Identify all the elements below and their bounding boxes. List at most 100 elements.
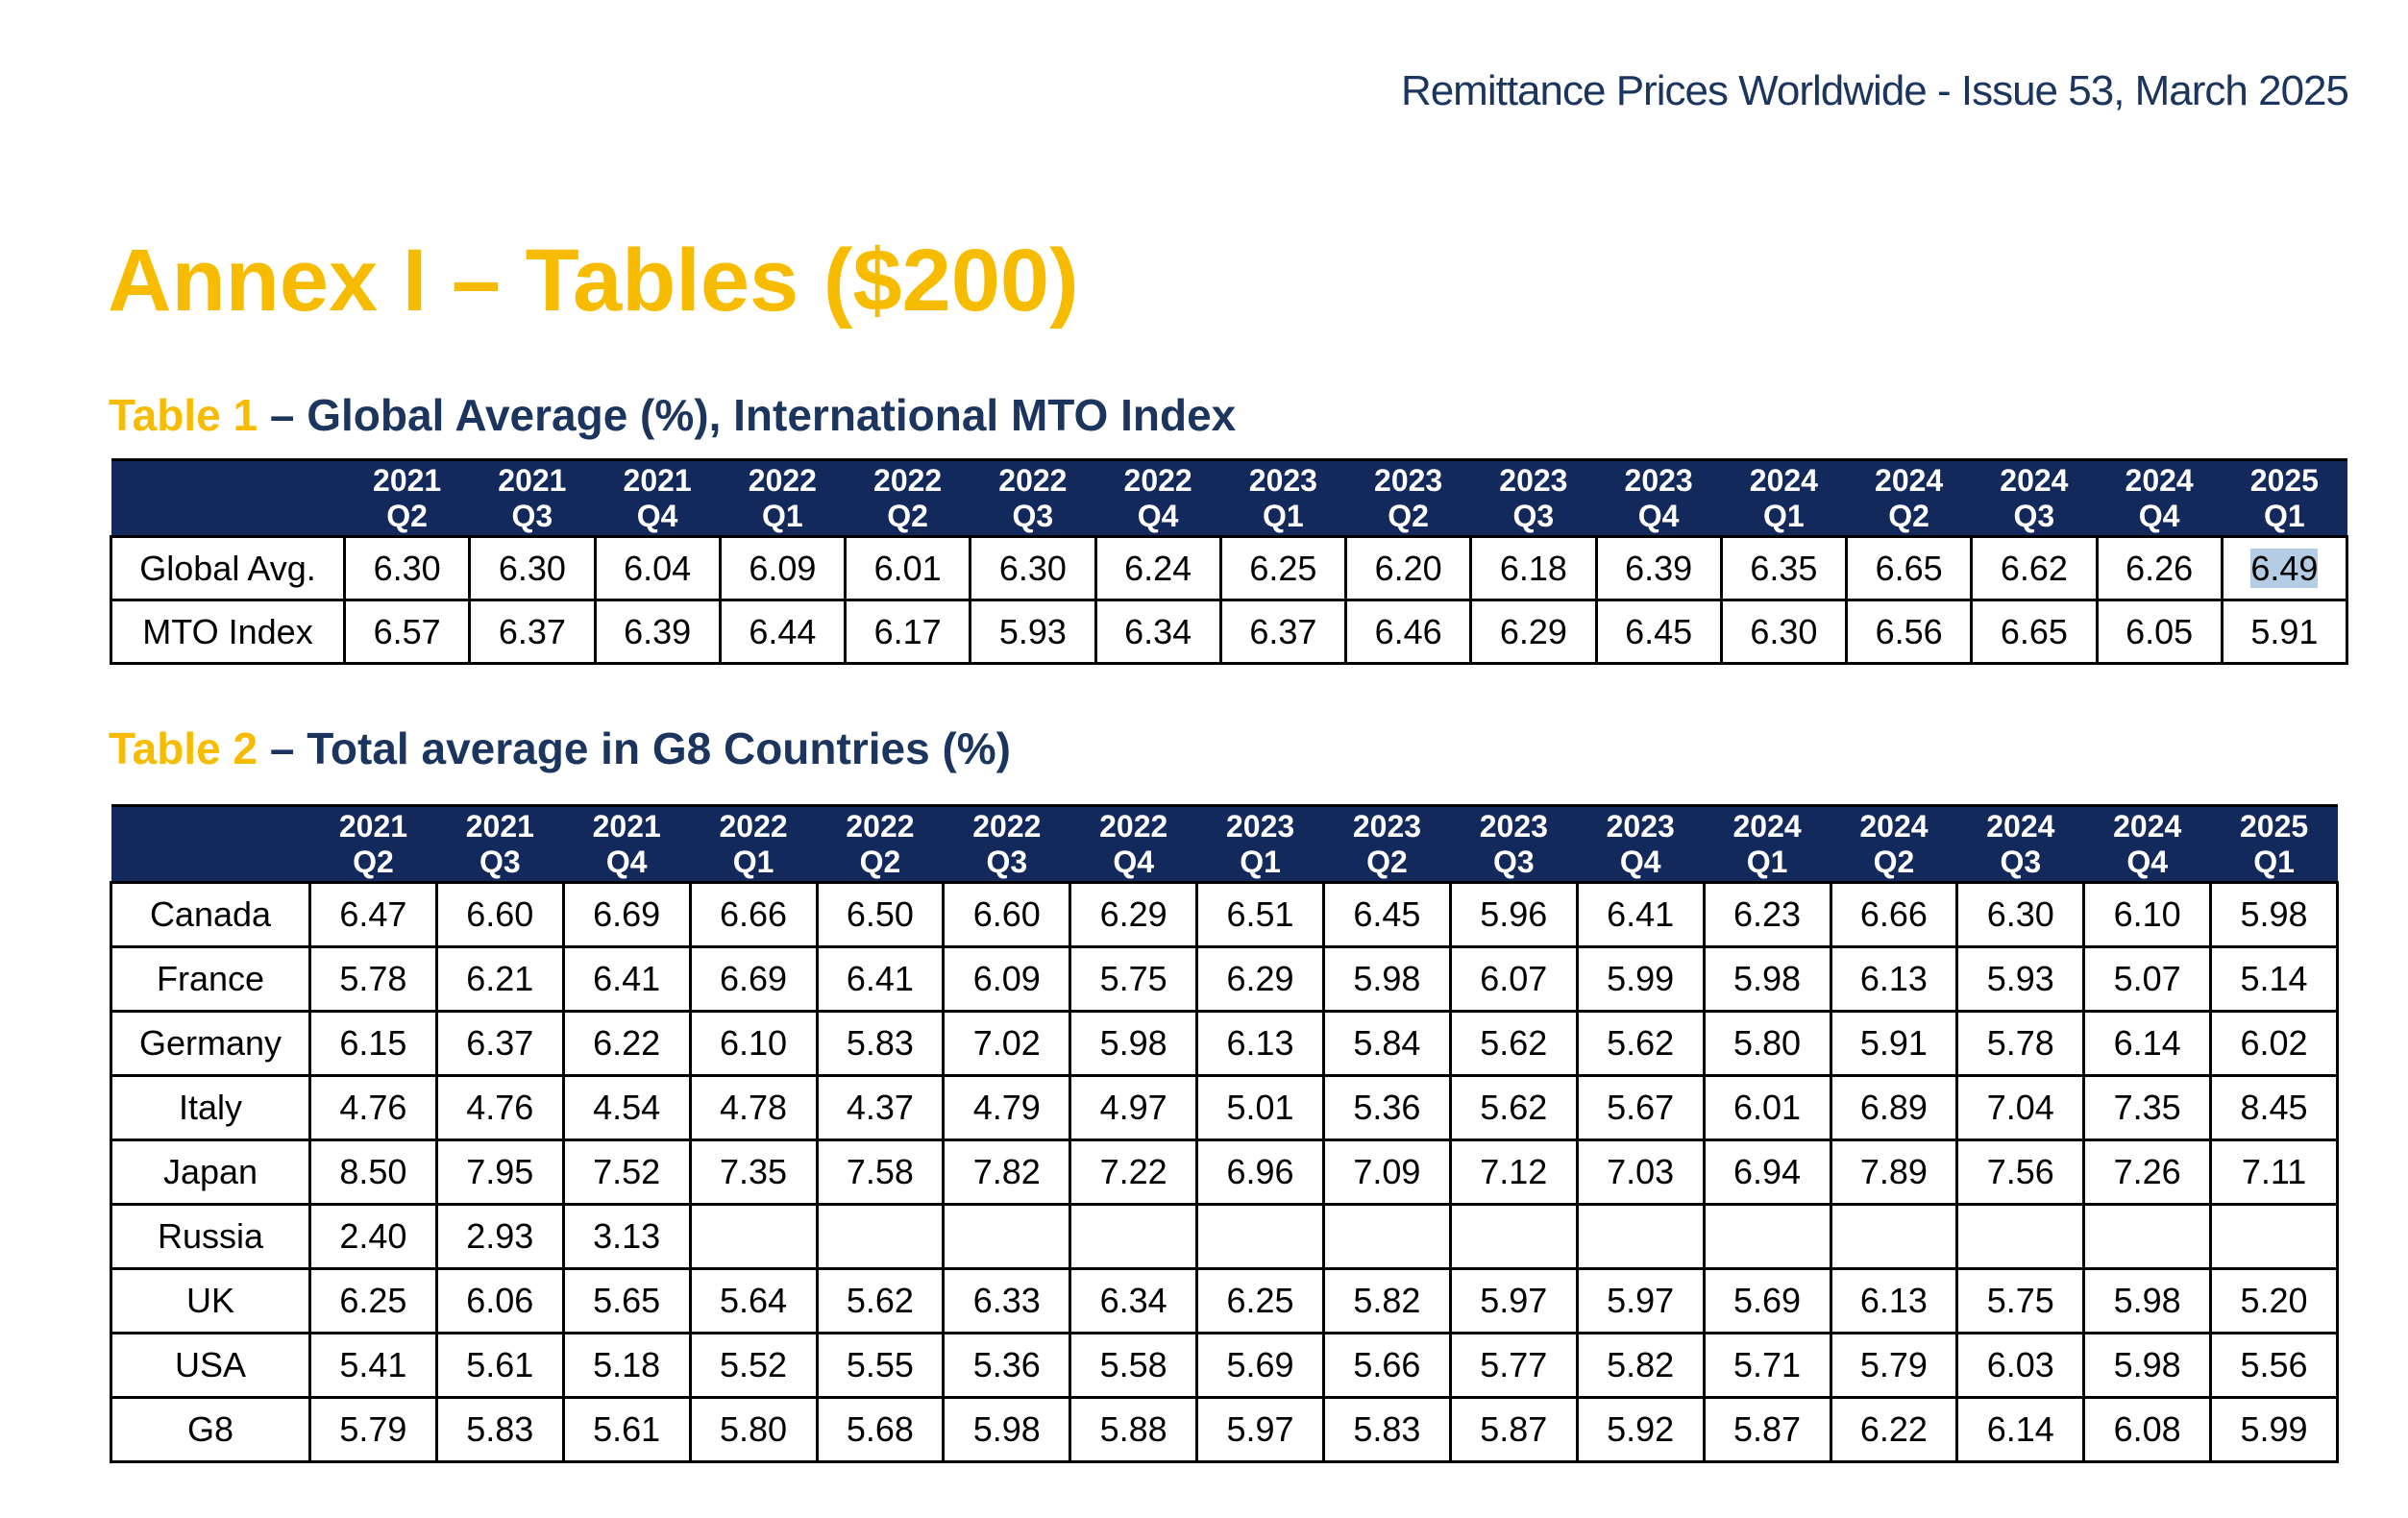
table-row: G8 5.79 5.83 5.61 5.80 5.68 5.98 5.88 5.97 5.83 5.… <box>110 1396 2339 1463</box>
cell-value: 6.26 <box>2125 548 2194 588</box>
cell-value: 6.03 <box>1986 1345 2054 1384</box>
column-year: 2021 <box>498 462 567 498</box>
cell-value: 6.29 <box>1099 894 1167 934</box>
cell-value: 5.62 <box>1480 1023 1548 1063</box>
cell-value: 6.94 <box>1733 1152 1802 1191</box>
cell-value: 5.97 <box>1226 1409 1294 1449</box>
table-row: Canada 6.47 6.60 6.69 6.66 6.50 6.60 6.29 6.51 6.… <box>110 881 2339 948</box>
cell-value: 5.75 <box>1099 959 1167 998</box>
column-year: 2023 <box>1248 462 1317 498</box>
cell: 6.69 <box>688 945 819 1013</box>
row-name: Italy <box>110 1074 311 1141</box>
cell: 6.89 <box>1829 1074 1959 1141</box>
column-header: 2022 Q4 <box>1095 458 1221 538</box>
column-header: 2024 Q3 <box>1956 804 2084 884</box>
column-year: 2024 <box>2113 808 2182 844</box>
cell-value: 6.37 <box>466 1023 534 1063</box>
column-quarter: Q2 <box>887 498 928 533</box>
header-cell <box>111 804 310 884</box>
column-quarter: Q4 <box>2138 498 2180 533</box>
cell: 6.09 <box>718 535 848 601</box>
column-year: 2023 <box>1352 808 1422 844</box>
cell-value: 7.03 <box>1607 1152 1675 1191</box>
column-header: 2021 Q2 <box>344 458 470 538</box>
cell: 5.91 <box>1829 1010 1959 1077</box>
cell: 5.61 <box>561 1396 692 1463</box>
cell-value: 6.41 <box>846 959 914 998</box>
cell-value: 6.18 <box>1499 548 1567 588</box>
empty-cell <box>1069 1203 1199 1270</box>
cell: 6.45 <box>1594 599 1723 665</box>
header-row: 2021 Q2 2021 Q3 2021 Q4 2022 Q1 2022 Q2 2022 Q3 2022… <box>111 804 2338 884</box>
column-year: 2021 <box>465 808 534 844</box>
cell-value: 5.92 <box>1607 1409 1675 1449</box>
cell-value: 6.57 <box>373 611 441 651</box>
column-year: 2022 <box>748 462 817 498</box>
table-row: Germany 6.15 6.37 6.22 6.10 5.83 7.02 5.98 6.13 5… <box>110 1010 2339 1077</box>
cell-value: 6.10 <box>720 1023 788 1063</box>
cell: 5.41 <box>308 1332 438 1399</box>
cell: 6.44 <box>718 599 848 665</box>
cell-value: 5.36 <box>1353 1088 1421 1127</box>
cell-value: 4.97 <box>1099 1088 1167 1127</box>
cell-value: 6.05 <box>2125 611 2194 651</box>
cell: 6.30 <box>1719 599 1849 665</box>
empty-cell <box>2082 1203 2213 1270</box>
cell-value: 6.29 <box>1226 959 1294 998</box>
cell-value: 5.71 <box>1733 1345 1802 1384</box>
column-quarter: Q4 <box>1137 498 1179 533</box>
cell-value: 5.66 <box>1353 1345 1421 1384</box>
cell: 6.25 <box>1218 535 1348 601</box>
cell: 6.02 <box>2209 1010 2339 1077</box>
cell-value: 5.82 <box>1607 1345 1675 1384</box>
cell: 4.79 <box>942 1074 1072 1141</box>
cell: 5.36 <box>942 1332 1072 1399</box>
cell: 6.30 <box>468 535 597 601</box>
cell-value: 6.39 <box>624 611 692 651</box>
cell-value: 6.39 <box>1625 548 1693 588</box>
column-year: 2024 <box>1732 808 1802 844</box>
cell-value: 6.65 <box>2000 611 2068 651</box>
cell: 6.39 <box>1594 535 1723 601</box>
cell: 6.35 <box>1719 535 1849 601</box>
cell: 7.89 <box>1829 1138 1959 1206</box>
cell-value: 7.52 <box>593 1152 661 1191</box>
column-year: 2024 <box>1859 808 1929 844</box>
cell: 7.09 <box>1322 1138 1452 1206</box>
empty-cell <box>1448 1203 1579 1270</box>
column-header: 2024 Q1 <box>1704 804 1831 884</box>
cell-value: 6.41 <box>1607 894 1675 934</box>
cell: 6.94 <box>1702 1138 1832 1206</box>
column-header: 2023 Q2 <box>1323 804 1451 884</box>
column-year: 2025 <box>2239 808 2309 844</box>
cell: 6.49 <box>2220 535 2349 601</box>
cell-value: 5.58 <box>1099 1345 1167 1384</box>
cell-value: 6.62 <box>2000 548 2068 588</box>
empty-cell <box>2209 1203 2339 1270</box>
cell: 6.13 <box>1829 945 1959 1013</box>
empty-cell <box>942 1203 1072 1270</box>
empty-cell <box>1195 1203 1325 1270</box>
column-header: 2022 Q2 <box>845 458 971 538</box>
cell: 5.58 <box>1069 1332 1199 1399</box>
cell-value: 5.98 <box>1099 1023 1167 1063</box>
cell-value: 5.62 <box>846 1281 914 1320</box>
table-label: Table 2 <box>109 723 258 773</box>
cell-value: 6.04 <box>624 548 692 588</box>
cell-value: 5.87 <box>1733 1409 1802 1449</box>
cell-value: 5.20 <box>2240 1281 2308 1320</box>
cell: 5.62 <box>1448 1074 1579 1141</box>
column-quarter: Q4 <box>636 498 678 533</box>
cell-value: 7.11 <box>2241 1152 2307 1191</box>
column-header: 2023 Q1 <box>1196 804 1324 884</box>
cell: 6.66 <box>1829 881 1959 948</box>
cell: 5.62 <box>815 1267 946 1334</box>
cell-value: 6.45 <box>1353 894 1421 934</box>
cell-value: 6.41 <box>593 959 661 998</box>
column-year: 2024 <box>2000 462 2069 498</box>
cell: 6.45 <box>1322 881 1452 948</box>
cell: 5.75 <box>1069 945 1199 1013</box>
cell-value: 6.60 <box>466 894 534 934</box>
column-quarter: Q2 <box>1873 844 1915 879</box>
cell: 6.24 <box>1093 535 1222 601</box>
